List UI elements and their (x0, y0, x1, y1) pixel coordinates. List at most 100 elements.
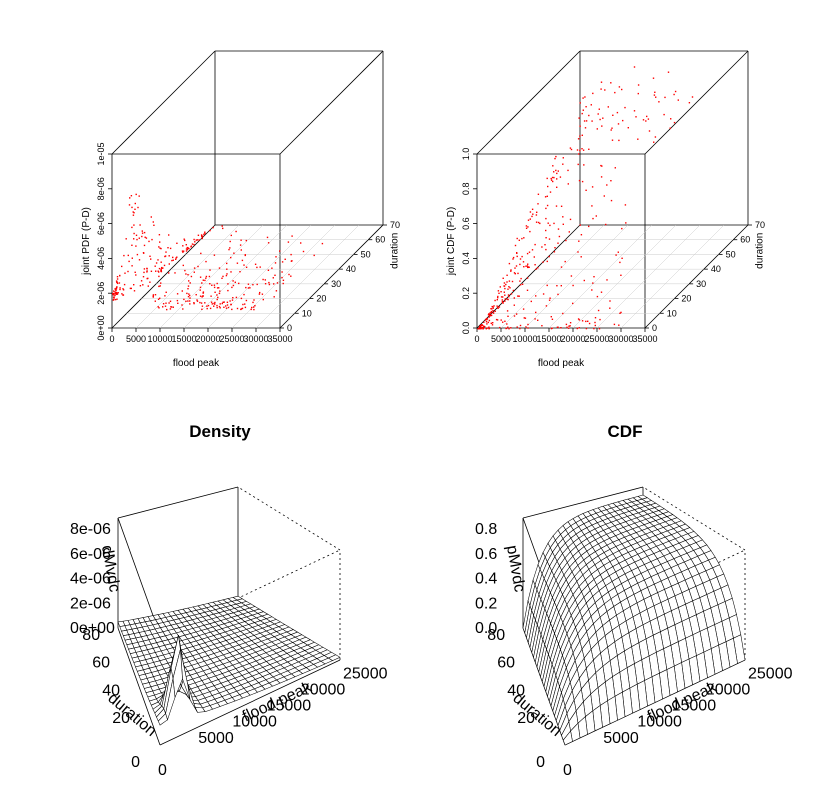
data-point (669, 127, 671, 129)
data-point (202, 291, 205, 293)
data-point (670, 118, 672, 120)
data-point (232, 297, 234, 299)
y-tick-label: 20 (316, 294, 326, 304)
data-point (503, 291, 505, 293)
data-point (160, 247, 162, 250)
data-point (240, 239, 242, 241)
data-point (595, 215, 597, 217)
data-point (243, 293, 245, 296)
data-point (537, 221, 540, 224)
box-edge (644, 224, 749, 329)
data-point (254, 263, 257, 265)
data-point (152, 221, 154, 223)
data-point (290, 275, 292, 277)
data-point (646, 115, 648, 118)
data-point (496, 299, 498, 301)
floor-grid-line (207, 224, 312, 329)
data-point (504, 287, 506, 290)
data-point (227, 306, 230, 309)
data-point (153, 224, 155, 226)
data-point (146, 268, 148, 270)
data-point (187, 285, 190, 287)
data-point (505, 327, 508, 329)
data-point (201, 296, 203, 298)
data-point (205, 277, 207, 279)
data-point (200, 302, 203, 304)
x-tick-label: 10000 (512, 334, 537, 344)
data-point (176, 293, 179, 295)
data-point (242, 303, 244, 306)
data-point (512, 289, 515, 292)
data-point (580, 256, 582, 258)
data-point (624, 106, 626, 109)
data-point (600, 81, 603, 83)
data-point (533, 256, 535, 258)
data-point (546, 204, 549, 207)
data-point (219, 290, 221, 292)
data-point (492, 322, 494, 324)
data-point (585, 327, 588, 330)
data-point (506, 310, 509, 312)
data-point (506, 298, 508, 300)
data-point (193, 238, 195, 241)
data-point (579, 102, 581, 104)
data-point (157, 270, 159, 272)
floor-grid-line (135, 224, 240, 329)
data-point (219, 303, 221, 305)
data-point (214, 291, 216, 293)
data-point (587, 320, 589, 322)
data-point (542, 261, 544, 263)
data-point (667, 71, 670, 73)
data-point (128, 260, 130, 263)
data-point (588, 148, 590, 150)
surface-panel-2: Density 0e+00 2e-06 4e-06 6e-06 8e-06 50001000… (70, 422, 388, 779)
x-tick-label: 15000 (267, 698, 312, 715)
data-point (593, 327, 595, 330)
data-point (259, 291, 261, 294)
data-point (526, 265, 529, 267)
data-point (620, 311, 622, 314)
data-point (184, 269, 186, 272)
data-point (162, 267, 164, 269)
data-point (557, 293, 559, 296)
data-point (490, 314, 493, 317)
data-point (160, 270, 163, 273)
data-point (225, 274, 228, 277)
data-point (175, 258, 177, 260)
data-point (615, 254, 617, 256)
data-point (196, 239, 199, 241)
x-tick-label-origin: 0 (158, 762, 167, 779)
x-tick-label: 0 (474, 334, 479, 344)
data-point (115, 289, 117, 291)
floor-grid-line (620, 224, 725, 329)
data-point (168, 255, 170, 257)
data-point (497, 297, 499, 299)
data-point (504, 300, 506, 302)
x-tick-label: 20000 (195, 334, 220, 344)
data-point (140, 280, 143, 282)
data-point (250, 308, 252, 311)
data-point (569, 322, 572, 324)
data-point (162, 306, 164, 308)
data-point (556, 186, 558, 188)
data-point (527, 266, 529, 269)
data-point (158, 271, 160, 273)
x-tick-label: 20000 (560, 334, 585, 344)
data-point (129, 287, 132, 290)
data-point (160, 282, 162, 284)
x-tick-label: 5000 (126, 334, 146, 344)
data-point (652, 77, 655, 79)
data-point (497, 307, 499, 309)
data-point (239, 271, 241, 273)
x-axis-label: flood peak (173, 358, 220, 369)
data-point (143, 268, 146, 270)
data-point (491, 308, 493, 310)
data-point (268, 283, 271, 286)
data-point (160, 269, 162, 272)
data-point (228, 248, 230, 251)
data-point (168, 263, 170, 265)
data-point (514, 267, 516, 269)
data-point (658, 101, 660, 103)
data-point (212, 226, 214, 229)
data-point (673, 93, 675, 96)
